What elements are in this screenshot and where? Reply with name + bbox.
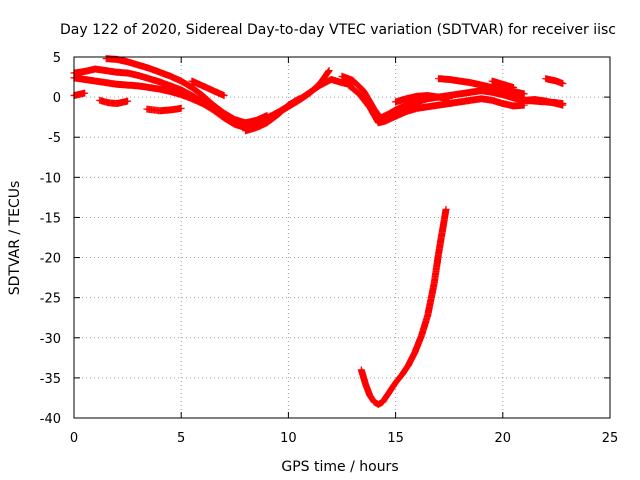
y-axis-label: SDTVAR / TECUs — [7, 181, 23, 296]
series-track-8 — [242, 95, 303, 135]
x-tick-label: 20 — [495, 431, 512, 446]
data-points-track-8 — [242, 95, 303, 135]
data-points-track-14 — [520, 96, 567, 109]
series-track-6 — [143, 104, 185, 115]
y-tick-label: -40 — [40, 412, 61, 427]
y-tick-label: -10 — [40, 171, 61, 186]
y-tick-label: 0 — [53, 91, 61, 106]
x-tick-label: 15 — [387, 431, 404, 446]
series-track-5 — [96, 96, 132, 107]
series-track-3 — [102, 55, 271, 127]
y-tick-label: -30 — [40, 332, 61, 347]
series-track-15 — [542, 75, 567, 87]
series-track-14 — [520, 96, 567, 109]
data-points-track-11 — [392, 92, 453, 106]
series-track-12 — [435, 75, 528, 98]
series-track-10 — [344, 81, 528, 127]
x-tick-label: 10 — [280, 431, 297, 446]
chart-title: Day 122 of 2020, Sidereal Day-to-day VTE… — [60, 22, 616, 38]
data-points-track-4 — [70, 89, 89, 99]
y-tick-label: -25 — [40, 292, 61, 307]
data-points-track-13 — [488, 77, 517, 91]
y-tick-label: -20 — [40, 252, 61, 267]
series-track-11 — [392, 92, 453, 106]
plot-frame — [73, 56, 611, 419]
y-tick-label: -5 — [48, 131, 61, 146]
x-tick-label: 25 — [602, 431, 619, 446]
series-track-13 — [488, 77, 517, 91]
data-points-track-10 — [344, 81, 528, 127]
data-points-track-6 — [143, 104, 185, 115]
series-track-4 — [70, 89, 89, 99]
x-axis-label: GPS time / hours — [281, 459, 398, 475]
data-points-track-5 — [96, 96, 132, 107]
y-tick-label: -15 — [40, 211, 61, 226]
data-points-track-16 — [357, 205, 450, 408]
series-track-16 — [357, 205, 450, 408]
data-points-track-3 — [102, 55, 271, 127]
axis-ticks: 0 5 10 15 20 25 5 0 -5 -10 -15 -20 -25 -30 -35 -40 — [40, 51, 619, 446]
data-points-track-15 — [542, 75, 567, 87]
x-tick-label: 0 — [70, 431, 78, 446]
data-points-track-7 — [188, 77, 228, 99]
y-tick-label: -35 — [40, 372, 61, 387]
y-tick-label: 5 — [53, 51, 61, 66]
data-series — [70, 55, 567, 408]
x-tick-label: 5 — [177, 431, 185, 446]
data-points-track-12 — [435, 75, 528, 98]
series-track-7 — [188, 77, 228, 99]
